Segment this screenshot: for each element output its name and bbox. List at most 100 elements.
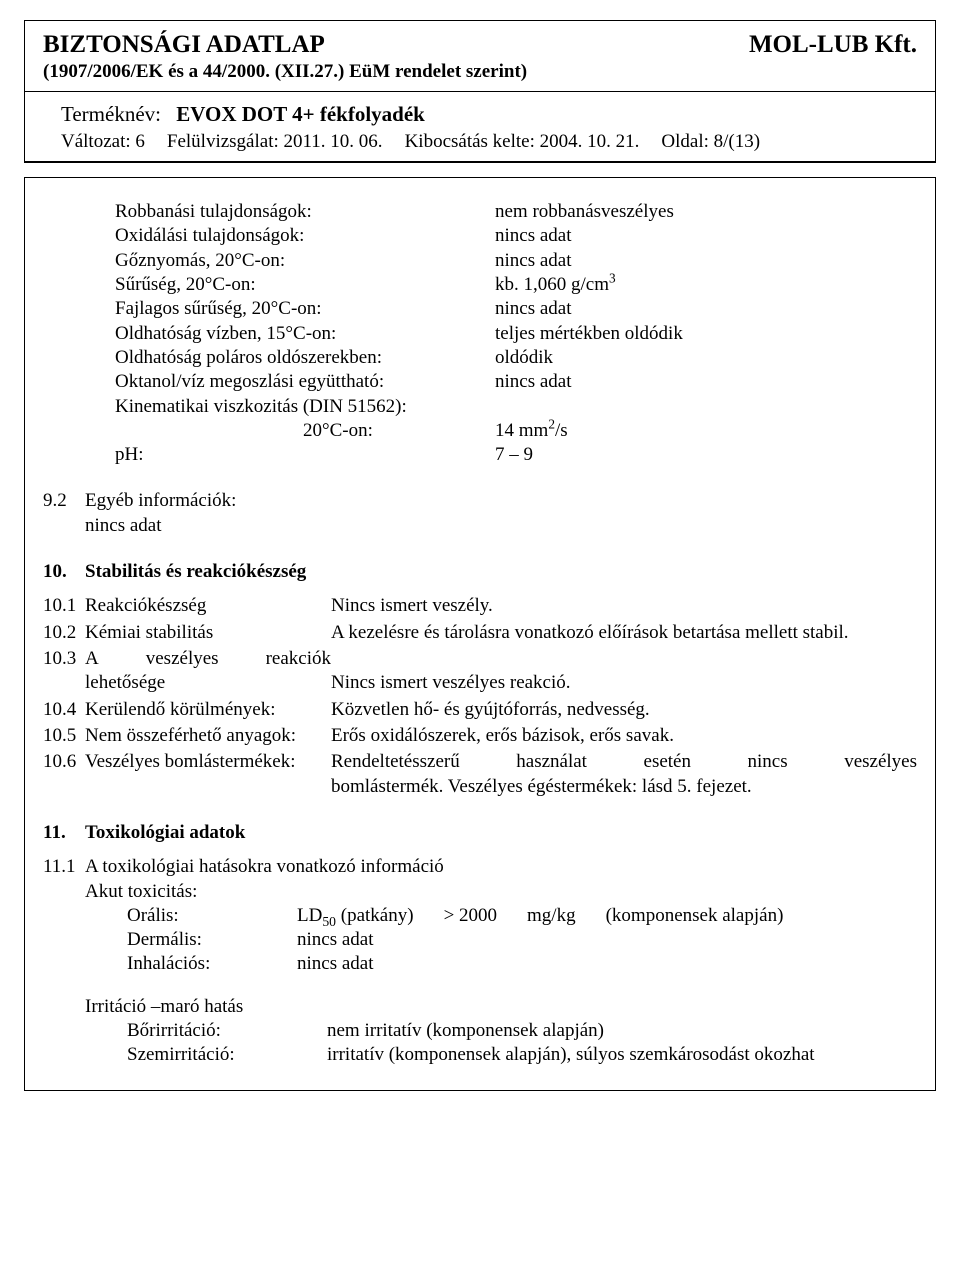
row-key: Bőrirritáció: [127,1019,327,1043]
document-frame: BIZTONSÁGI ADATLAP MOL-LUB Kft. (1907/20… [24,20,936,163]
prop-key: pH: [115,443,495,467]
product-header: Terméknév: EVOX DOT 4+ fékfolyadék Válto… [25,92,935,162]
row-val: irritatív (komponensek alapján), súlyos … [327,1043,917,1067]
doc-title: BIZTONSÁGI ADATLAP [43,31,325,59]
row-key: Kémiai stabilitás [85,621,213,645]
row-val: nincs adat [297,928,917,952]
row-val: Rendeltetésszerű használat esetén nincs … [331,750,917,799]
table-row: 10.1Reakciókészség Nincs ismert veszély. [43,594,917,618]
row-number: 10.1 [43,594,85,618]
doc-meta-row: Változat: 6 Felülvizsgálat: 2011. 10. 06… [61,131,917,153]
row-key: Veszélyes bomlástermékek: [85,750,296,799]
row-val: A kezelésre és tárolásra vonatkozó előír… [331,621,917,645]
prop-val: teljes mértékben oldódik [495,322,917,346]
row-val: nem irritatív (komponensek alapján) [327,1019,917,1043]
row-val: Erős oxidálószerek, erős bázisok, erős s… [331,724,917,748]
table-row: Inhalációs: nincs adat [127,952,917,976]
section-10-heading: 10. Stabilitás és reakciókészség [43,560,917,584]
table-row: Sűrűség, 20°C-on: kb. 1,060 g/cm3 [115,273,917,297]
row-number: 10.4 [43,698,85,722]
section-title: Stabilitás és reakciókészség [85,560,306,584]
section-10-table: 10.1Reakciókészség Nincs ismert veszély.… [43,594,917,799]
prop-key: Sűrűség, 20°C-on: [115,273,495,297]
row-val: Nincs ismert veszélyes reakció. [331,671,917,695]
row-val: LD50 (patkány) > 2000 mg/kg (komponensek… [297,904,917,928]
row-key: Nem összeférhető anyagok: [85,724,296,748]
section-title: Toxikológiai adatok [85,821,245,845]
prop-key: Oldhatóság poláros oldószerekben: [115,346,495,370]
row-val: Nincs ismert veszély. [331,594,917,618]
table-row: Fajlagos sűrűség, 20°C-on: nincs adat [115,297,917,321]
section-9-2: 9.2 Egyéb információk: nincs adat [43,489,917,538]
table-row: Szemirritáció: irritatív (komponensek al… [127,1043,917,1067]
table-row: Gőznyomás, 20°C-on: nincs adat [115,249,917,273]
row-number: 10.3 [43,647,85,696]
review-date: Felülvizsgálat: 2011. 10. 06. [167,131,383,153]
table-row: Orális: LD50 (patkány) > 2000 mg/kg (kom… [127,904,917,928]
row-val: nincs adat [297,952,917,976]
row-key: A veszélyes reakciók lehetősége [85,647,331,696]
prop-key: Oldhatóság vízben, 15°C-on: [115,322,495,346]
table-row: Dermális: nincs adat [127,928,917,952]
prop-val: oldódik [495,346,917,370]
table-row: 10.6Veszélyes bomlástermékek: Rendelteté… [43,750,917,799]
row-key: Orális: [127,904,297,928]
table-row: Oldhatóság vízben, 15°C-on: teljes mérté… [115,322,917,346]
table-row: Robbanási tulajdonságok: nem robbanásves… [115,200,917,224]
header: BIZTONSÁGI ADATLAP MOL-LUB Kft. (1907/20… [25,21,935,92]
section-body: nincs adat [85,514,917,538]
table-row: 10.3A veszélyes reakciók lehetősége Ninc… [43,647,917,696]
prop-val: nincs adat [495,224,917,248]
row-title: A toxikológiai hatásokra vonatkozó infor… [85,855,917,879]
table-row: Bőrirritáció: nem irritatív (komponensek… [127,1019,917,1043]
table-row: 10.2Kémiai stabilitás A kezelésre és tár… [43,621,917,645]
acute-toxicity-label: Akut toxicitás: [85,880,917,904]
row-key: Kerülendő körülmények: [85,698,275,722]
row-key: Reakciókészség [85,594,206,618]
table-row: 20°C-on: 14 mm2/s [115,419,917,443]
table-row: pH: 7 – 9 [115,443,917,467]
company-name: MOL-LUB Kft. [749,31,917,59]
prop-key: Robbanási tulajdonságok: [115,200,495,224]
prop-key: Fajlagos sűrűség, 20°C-on: [115,297,495,321]
row-key: Dermális: [127,928,297,952]
page-number: Oldal: 8/(13) [661,131,760,153]
prop-key: Kinematikai viszkozitás (DIN 51562): [115,395,495,419]
table-row: Kinematikai viszkozitás (DIN 51562): [115,395,917,419]
section-11-body: 11.1 A toxikológiai hatásokra vonatkozó … [43,855,917,1068]
table-row: Oldhatóság poláros oldószerekben: oldódi… [115,346,917,370]
table-row: Oktanol/víz megoszlási együttható: nincs… [115,370,917,394]
row-number: 10.6 [43,750,85,799]
prop-val: nincs adat [495,370,917,394]
body-frame: Robbanási tulajdonságok: nem robbanásves… [24,177,936,1091]
issued-date: Kibocsátás kelte: 2004. 10. 21. [405,131,640,153]
row-number: 10.2 [43,621,85,645]
prop-key: Oxidálási tulajdonságok: [115,224,495,248]
section-number: 11. [43,821,85,845]
irritation-heading: Irritáció –maró hatás [85,995,917,1019]
row-number: 10.5 [43,724,85,748]
row-key: Inhalációs: [127,952,297,976]
prop-key: Oktanol/víz megoszlási együttható: [115,370,495,394]
prop-val: nem robbanásveszélyes [495,200,917,224]
row-key: Szemirritáció: [127,1043,327,1067]
row-val: Közvetlen hő- és gyújtóforrás, nedvesség… [331,698,917,722]
prop-key: 20°C-on: [115,419,495,443]
prop-val: 7 – 9 [495,443,917,467]
section-title: Egyéb információk: [85,489,917,513]
table-row: 10.5Nem összeférhető anyagok: Erős oxidá… [43,724,917,748]
prop-val: kb. 1,060 g/cm3 [495,273,917,297]
product-label: Terméknév: [61,102,161,126]
version: Változat: 6 [61,131,145,153]
table-row: Oxidálási tulajdonságok: nincs adat [115,224,917,248]
regulation-subtitle: (1907/2006/EK és a 44/2000. (XII.27.) Eü… [43,61,917,83]
product-name: EVOX DOT 4+ fékfolyadék [176,102,425,126]
row-number: 11.1 [43,855,85,879]
section-number: 10. [43,560,85,584]
prop-val: 14 mm2/s [495,419,917,443]
prop-val: nincs adat [495,249,917,273]
properties-table: Robbanási tulajdonságok: nem robbanásves… [115,200,917,467]
prop-val: nincs adat [495,297,917,321]
prop-key: Gőznyomás, 20°C-on: [115,249,495,273]
section-11-heading: 11. Toxikológiai adatok [43,821,917,845]
